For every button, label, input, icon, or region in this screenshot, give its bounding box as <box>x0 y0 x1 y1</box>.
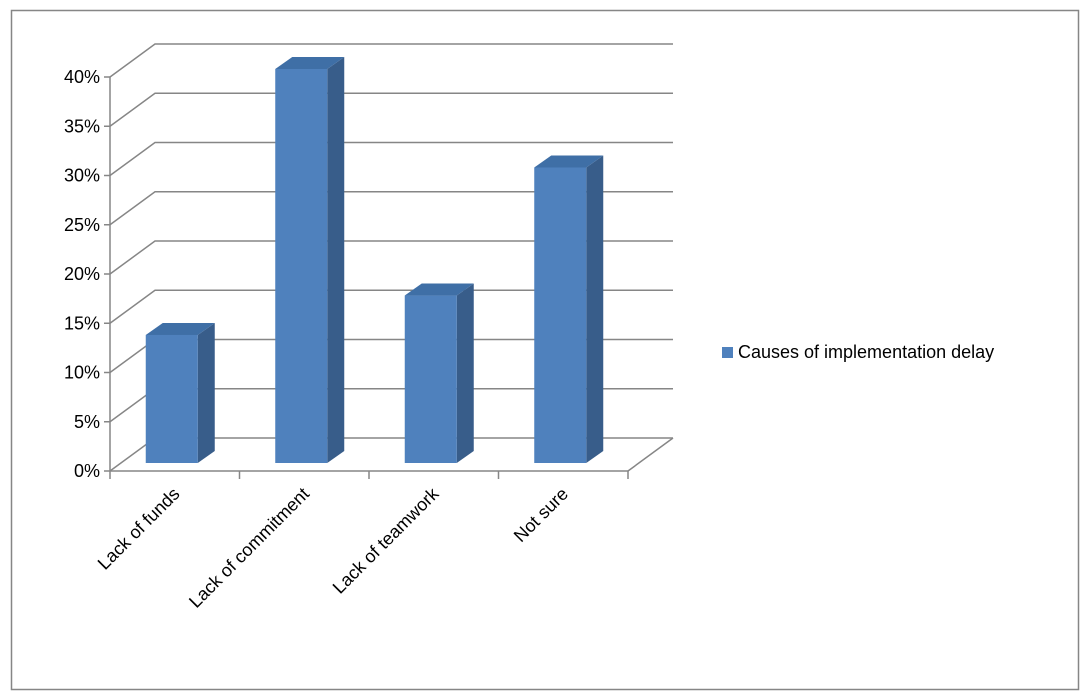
gridline <box>109 92 673 127</box>
legend: Causes of implementation delay <box>722 342 994 362</box>
gridline <box>109 141 673 177</box>
bar-front <box>404 295 457 463</box>
bar <box>145 322 215 463</box>
gridline <box>109 43 673 78</box>
y-tick-label: 5% <box>74 412 100 432</box>
y-tick-label: 20% <box>64 264 100 284</box>
bar-top <box>534 155 604 168</box>
bar-front <box>275 69 328 463</box>
gridlines <box>109 43 674 472</box>
bar-side <box>586 155 604 463</box>
axes <box>104 76 629 479</box>
gridline <box>109 240 673 275</box>
bar-side <box>327 57 345 463</box>
bar-top <box>275 57 345 69</box>
y-tick-label: 40% <box>64 67 100 87</box>
bar <box>534 155 604 463</box>
bars <box>145 57 604 463</box>
bar-top <box>404 283 474 296</box>
legend-label: Causes of implementation delay <box>738 342 994 362</box>
y-tick-label: 15% <box>64 313 100 333</box>
y-tick-label: 10% <box>64 363 100 383</box>
bar-side <box>456 283 474 463</box>
bar-front <box>534 167 587 463</box>
floor-edge <box>627 437 674 472</box>
gridline <box>109 289 673 324</box>
y-tick-label: 30% <box>64 166 100 186</box>
bar-top <box>145 322 215 335</box>
gridline <box>109 191 673 226</box>
legend-swatch <box>722 347 733 358</box>
bar-front <box>145 334 198 463</box>
y-tick-label: 25% <box>64 215 100 235</box>
y-tick-label: 0% <box>74 461 100 481</box>
bar-side <box>197 322 215 463</box>
bar <box>275 57 345 463</box>
y-tick-label: 35% <box>64 116 100 136</box>
bar <box>404 283 474 463</box>
